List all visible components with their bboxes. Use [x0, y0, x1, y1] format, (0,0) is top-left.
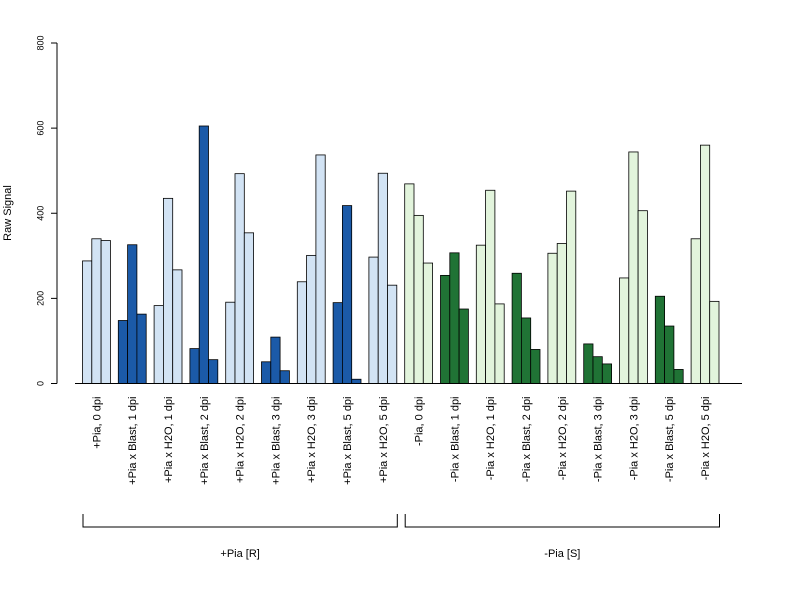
bar: [189, 348, 200, 384]
bar: [208, 359, 219, 384]
bar: [296, 281, 307, 384]
category-label: +Pia x Blast, 3 dpi: [270, 397, 282, 485]
bar: [332, 302, 343, 384]
bar: [225, 301, 236, 384]
bar: [654, 295, 665, 384]
bar: [153, 305, 164, 384]
bar: [172, 269, 183, 384]
bar: [547, 252, 558, 384]
bar: [306, 254, 317, 384]
group-label: +Pia [R]: [220, 548, 259, 560]
bar: [485, 189, 496, 384]
category-label: -Pia x H2O, 1 dpi: [485, 397, 497, 481]
bar: [709, 300, 720, 384]
category-label: -Pia, 0 dpi: [414, 397, 426, 447]
category-label: +Pia, 0 dpi: [91, 397, 103, 449]
bar: [243, 232, 255, 384]
bar: [162, 197, 174, 384]
bar: [673, 369, 684, 384]
category-label: -Pia x H2O, 2 dpi: [557, 397, 569, 481]
bar: [341, 205, 353, 384]
bar: [583, 343, 594, 384]
bar: [368, 256, 379, 384]
bar: [136, 313, 147, 384]
category-label: +Pia x H2O, 5 dpi: [378, 397, 390, 484]
bar: [637, 210, 648, 384]
bar: [422, 262, 433, 384]
category-label: +Pia x Blast, 2 dpi: [199, 397, 211, 485]
bar: [458, 308, 469, 384]
bar: [521, 317, 532, 384]
y-tick-label: 200: [35, 291, 45, 306]
bar: [377, 172, 388, 384]
category-label: -Pia x Blast, 3 dpi: [593, 397, 605, 483]
category-label: -Pia x H2O, 3 dpi: [628, 397, 640, 481]
bar: [494, 303, 505, 384]
bar: [127, 244, 138, 384]
category-label: -Pia x H2O, 5 dpi: [700, 397, 712, 481]
bar: [315, 154, 326, 384]
bar: [556, 243, 567, 384]
bar: [700, 144, 711, 384]
bar: [404, 183, 415, 384]
group-label: -Pia [S]: [544, 548, 580, 560]
y-axis: 0 200 400 600 800: [35, 35, 58, 386]
group-bracket: [82, 514, 398, 528]
bar: [100, 240, 111, 384]
bar: [475, 244, 486, 384]
y-axis-label: Raw Signal: [2, 185, 14, 241]
category-label: +Pia x H2O, 1 dpi: [163, 397, 175, 484]
bar: [592, 356, 603, 384]
bars: [82, 125, 720, 384]
bar: [387, 284, 398, 384]
bar: [91, 238, 102, 384]
bar: [198, 125, 209, 384]
bar: [601, 363, 612, 384]
bar: [261, 361, 272, 384]
category-label: -Pia x Blast, 5 dpi: [664, 397, 676, 483]
category-label: -Pia x Blast, 1 dpi: [449, 397, 461, 483]
bar: [628, 151, 639, 384]
category-label: +Pia x Blast, 5 dpi: [342, 397, 354, 485]
category-label: +Pia x H2O, 3 dpi: [306, 397, 318, 484]
bar: [449, 252, 460, 384]
category-label: +Pia x H2O, 2 dpi: [235, 397, 247, 484]
y-tick-label: 0: [35, 381, 45, 386]
bar: [440, 274, 451, 384]
bar: [566, 190, 577, 384]
bar: [413, 214, 424, 384]
bar: [619, 277, 630, 384]
y-tick-label: 400: [35, 206, 45, 221]
bar: [117, 320, 129, 384]
category-label: -Pia x Blast, 2 dpi: [521, 397, 533, 483]
bar: [279, 370, 290, 384]
bar: [511, 272, 522, 384]
bar: [351, 378, 362, 384]
bar: [690, 238, 701, 384]
bar: [530, 349, 541, 384]
group-brackets: +Pia [R] -Pia [S]: [82, 514, 720, 560]
bar: [664, 325, 675, 384]
category-label: +Pia x Blast, 1 dpi: [127, 397, 139, 485]
y-tick-label: 800: [35, 35, 45, 50]
y-tick-label: 600: [35, 121, 45, 136]
group-bracket: [404, 514, 720, 528]
category-labels: +Pia, 0 dpi +Pia x Blast, 1 dpi +Pia x H2O…: [91, 397, 712, 485]
bar: [82, 260, 93, 384]
bar: [234, 173, 245, 384]
bar: [270, 336, 281, 384]
